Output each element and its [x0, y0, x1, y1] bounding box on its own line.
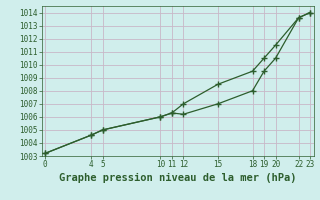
X-axis label: Graphe pression niveau de la mer (hPa): Graphe pression niveau de la mer (hPa) [59, 173, 296, 183]
